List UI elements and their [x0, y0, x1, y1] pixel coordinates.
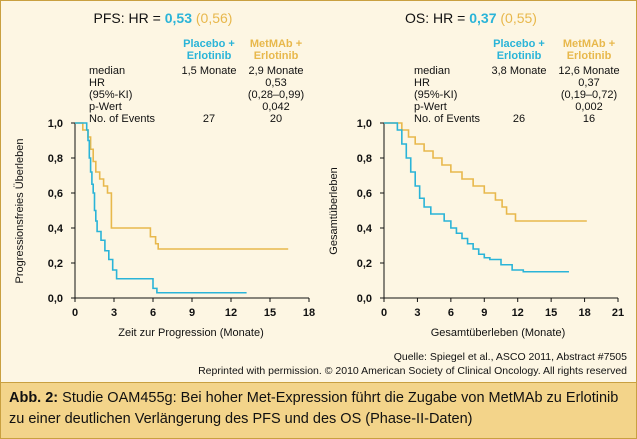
pfs-y-tick-label: 0,0 [48, 293, 63, 305]
pfs-stat-metmab: 0,53 [265, 77, 286, 89]
os-legend-metmab-line1: MetMAb + [563, 38, 615, 50]
pfs-panel: PFS: HR = 0,53 (0,56) Placebo + Erlotini… [14, 10, 315, 339]
pfs-stat-placebo: 1,5 Monate [181, 65, 236, 77]
pfs-stat-label: No. of Events [89, 113, 156, 125]
os-legend-metmab-line2: Erlotinib [567, 50, 612, 62]
os-legend-placebo-line1: Placebo + [493, 38, 545, 50]
pfs-placebo-curve [75, 122, 247, 294]
os-x-tick-label: 9 [481, 307, 487, 319]
pfs-x-tick-label: 15 [264, 307, 276, 319]
os-x-tick-label: 15 [545, 307, 557, 319]
pfs-legend-placebo-line2: Erlotinib [187, 50, 232, 62]
os-stat-metmab: (0,19–0,72) [561, 89, 617, 101]
os-stat-placebo: 3,8 Monate [491, 65, 546, 77]
os-y-tick-label: 0,8 [357, 153, 372, 165]
caption-label: Abb. 2: [9, 390, 59, 406]
reprint-line: Reprinted with permission. © 2010 Americ… [198, 365, 627, 377]
os-stats-table: median HR (95%-KI) p-Wert No. of Events … [414, 65, 620, 125]
pfs-legend-metmab-line2: Erlotinib [254, 50, 299, 62]
figure-caption: Abb. 2: Studie OAM455g: Bei hoher Met-Ex… [1, 382, 636, 438]
os-stat-label: p-Wert [414, 101, 447, 113]
os-x-axis-label: Gesamtüberleben (Monate) [431, 327, 566, 339]
pfs-y-axis-label: Progressionsfreies Überleben [14, 139, 26, 284]
os-stat-label: median [414, 65, 450, 77]
pfs-y-tick-label: 0,8 [48, 153, 63, 165]
os-stat-label: No. of Events [414, 113, 481, 125]
os-stat-metmab: 16 [583, 113, 595, 125]
pfs-x-tick-label: 3 [111, 307, 117, 319]
pfs-y-tick-label: 0,2 [48, 258, 63, 270]
pfs-stats-table: median HR (95%-KI) p-Wert No. of Events … [89, 65, 304, 125]
os-panel: OS: HR = 0,37 (0,55) Placebo + Erlotinib… [328, 10, 624, 339]
os-stat-placebo: 26 [513, 113, 525, 125]
pfs-stat-label: (95%-KI) [89, 89, 132, 101]
figure-canvas: PFS: HR = 0,53 (0,56) Placebo + Erlotini… [14, 10, 627, 377]
caption-text: Studie OAM455g: Bei hoher Met-Expression… [9, 390, 619, 427]
os-y-tick-label: 0,2 [357, 258, 372, 270]
os-y-tick-label: 0,4 [357, 223, 373, 235]
os-x-tick-label: 6 [448, 307, 454, 319]
os-y-ticks: 0,0 0,2 0,4 0,6 0,8 1,0 [357, 118, 373, 305]
os-x-ticks: 0 3 6 9 12 15 18 21 [381, 307, 624, 319]
os-legend-placebo-line2: Erlotinib [497, 50, 542, 62]
pfs-stat-metmab: 2,9 Monate [248, 65, 303, 77]
pfs-stat-metmab: (0,28–0,99) [248, 89, 304, 101]
pfs-x-tick-label: 0 [72, 307, 78, 319]
os-y-tick-label: 0,6 [357, 188, 372, 200]
os-metmab-curve [384, 122, 587, 222]
pfs-stat-placebo: 27 [203, 113, 215, 125]
pfs-y-tick-label: 0,4 [48, 223, 64, 235]
os-stat-metmab: 12,6 Monate [558, 65, 619, 77]
pfs-legend-metmab-line1: MetMAb + [250, 38, 302, 50]
pfs-x-ticks: 0 3 6 9 12 15 18 [72, 307, 315, 319]
os-y-axis-label: Gesamtüberleben [328, 167, 340, 254]
pfs-tick-marks [71, 122, 310, 302]
os-stat-label: (95%-KI) [414, 89, 457, 101]
os-x-tick-label: 18 [578, 307, 590, 319]
os-title: OS: HR = 0,37 (0,55) [405, 10, 537, 26]
pfs-stat-metmab: 0,042 [262, 101, 290, 113]
pfs-y-ticks: 0,0 0,2 0,4 0,6 0,8 1,0 [48, 118, 64, 305]
os-tick-marks [380, 122, 619, 302]
os-stat-label: HR [414, 77, 430, 89]
os-y-tick-label: 1,0 [357, 118, 372, 130]
pfs-x-tick-label: 12 [225, 307, 237, 319]
os-x-tick-label: 21 [612, 307, 624, 319]
pfs-stat-metmab: 20 [270, 113, 282, 125]
os-y-tick-label: 0,0 [357, 293, 372, 305]
pfs-metmab-curve [75, 122, 289, 250]
pfs-x-axis-label: Zeit zur Progression (Monate) [118, 327, 264, 339]
os-placebo-curve [384, 122, 569, 273]
pfs-stat-label: HR [89, 77, 105, 89]
source-line: Quelle: Spiegel et al., ASCO 2011, Abstr… [394, 351, 627, 363]
os-x-tick-label: 12 [512, 307, 524, 319]
pfs-stat-label: p-Wert [89, 101, 122, 113]
pfs-x-tick-label: 6 [150, 307, 156, 319]
pfs-title: PFS: HR = 0,53 (0,56) [94, 10, 233, 26]
pfs-y-tick-label: 1,0 [48, 118, 63, 130]
pfs-legend-placebo-line1: Placebo + [183, 38, 235, 50]
pfs-curves [75, 122, 289, 294]
os-x-tick-label: 0 [381, 307, 387, 319]
os-stat-metmab: 0,002 [575, 101, 603, 113]
os-curves [384, 122, 587, 273]
os-x-tick-label: 3 [414, 307, 420, 319]
pfs-x-tick-label: 9 [189, 307, 195, 319]
pfs-stat-label: median [89, 65, 125, 77]
pfs-y-tick-label: 0,6 [48, 188, 63, 200]
os-stat-metmab: 0,37 [578, 77, 599, 89]
pfs-x-tick-label: 18 [303, 307, 315, 319]
